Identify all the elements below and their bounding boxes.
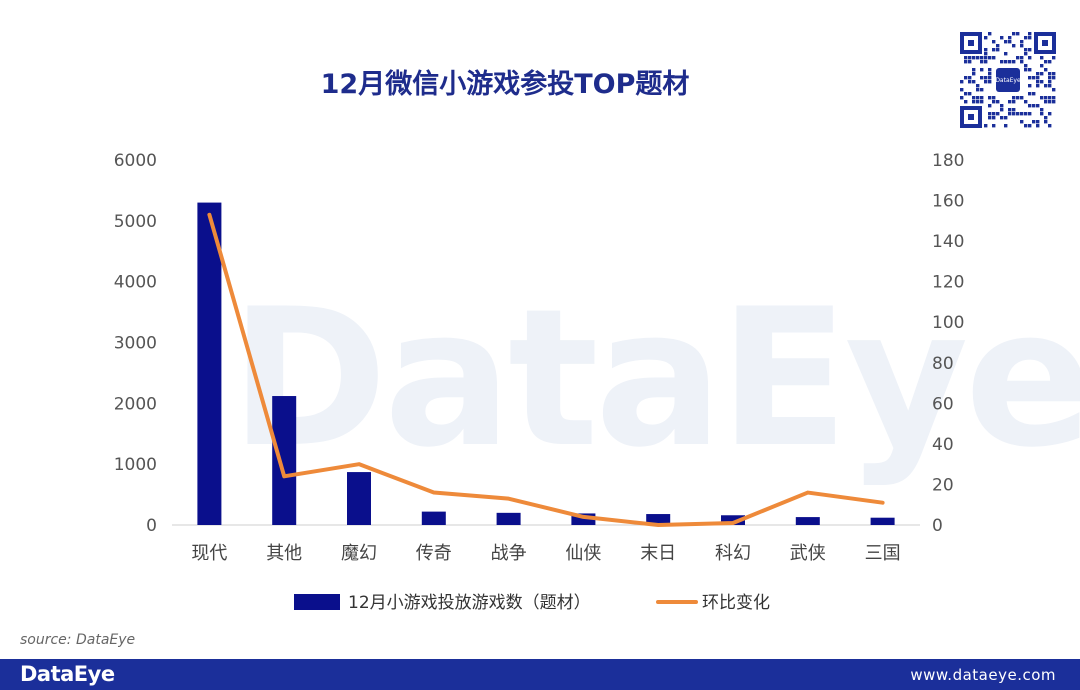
right-tick-label: 20: [932, 475, 954, 495]
qr-code: DataEye: [960, 32, 1056, 128]
line-series: [207, 212, 885, 527]
bar: [197, 202, 222, 526]
category-label: 科幻: [715, 543, 751, 564]
category-label: 其他: [266, 543, 302, 564]
category-label: 战争: [491, 543, 527, 564]
left-tick-label: 6000: [114, 151, 157, 171]
left-tick-label: 1000: [114, 455, 157, 475]
left-tick-label: 5000: [114, 212, 157, 232]
legend-bar-label: 12月小游戏投放游戏数（题材）: [348, 593, 591, 613]
bar: [646, 514, 671, 525]
right-tick-label: 60: [932, 394, 954, 414]
bar: [571, 513, 596, 525]
category-label: 三国: [865, 543, 901, 564]
right-tick-label: 100: [932, 313, 964, 333]
bar-series: [197, 202, 895, 526]
source-note: source: DataEye: [20, 632, 136, 648]
bar: [347, 472, 371, 525]
qr-logo-label: DataEye: [995, 77, 1021, 84]
footer-brand-logo: DataEye: [20, 662, 115, 686]
category-label: 末日: [640, 543, 676, 564]
category-label: 魔幻: [341, 543, 377, 564]
footer-url: www.dataeye.com: [910, 666, 1056, 684]
bar: [421, 511, 446, 525]
footer-bar: DataEye www.dataeye.com: [0, 659, 1080, 690]
category-label: 传奇: [416, 543, 452, 564]
right-tick-label: 80: [932, 354, 954, 374]
right-axis: 0 20 40 60 80 100 120 140 160 180: [932, 151, 964, 536]
right-tick-label: 120: [932, 273, 964, 293]
left-tick-label: 2000: [114, 394, 157, 414]
category-label: 现代: [191, 543, 227, 564]
left-tick-label: 3000: [114, 334, 157, 354]
bar: [272, 396, 297, 525]
legend-bar-swatch: [294, 594, 340, 610]
chart-title: 12月微信小游戏参投TOP题材: [320, 69, 690, 100]
left-tick-label: 4000: [114, 273, 157, 293]
right-tick-label: 0: [932, 516, 943, 536]
bar: [496, 512, 521, 525]
legend-line-label: 环比变化: [702, 593, 770, 613]
category-label: 仙侠: [565, 543, 601, 564]
x-axis: 现代 其他 魔幻 传奇 战争 仙侠 末日 科幻 武侠 三国: [191, 543, 900, 564]
right-tick-label: 140: [932, 232, 964, 252]
right-tick-label: 40: [932, 435, 954, 455]
category-label: 武侠: [790, 543, 826, 564]
bar: [870, 517, 895, 525]
right-tick-label: 160: [932, 192, 964, 212]
bar: [795, 517, 820, 525]
left-tick-label: 0: [146, 516, 157, 536]
legend: 12月小游戏投放游戏数（题材） 环比变化: [294, 593, 770, 613]
qr-code-icon: DataEye: [960, 32, 1056, 128]
bar: [721, 515, 745, 525]
right-tick-label: 180: [932, 151, 964, 171]
left-axis: 0 1000 2000 3000 4000 5000 6000: [114, 151, 157, 536]
